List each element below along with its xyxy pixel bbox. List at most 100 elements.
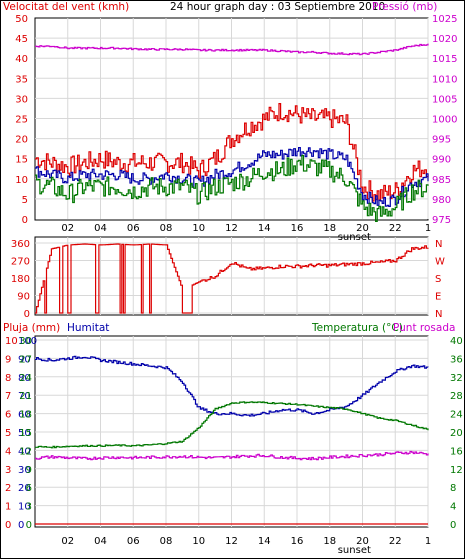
sunset-label: sunset (338, 232, 371, 243)
temp-scale-tick-label: 6 (26, 483, 32, 494)
pressure-line (35, 43, 429, 56)
x-tick-label: 22 (389, 223, 402, 234)
compass-label: W (435, 257, 445, 268)
x-tick-label: 04 (94, 223, 107, 234)
wind-tick-label: 45 (15, 34, 28, 45)
direction-tick-label: 270 (11, 257, 30, 268)
x-tick-label: 06 (127, 536, 140, 547)
pressure-tick-label: 1000 (432, 115, 457, 126)
pressure-tick-label: 1020 (432, 34, 457, 45)
x-tick-label: 08 (160, 223, 173, 234)
x-tick-label: 12 (225, 536, 238, 547)
pressure-tick-label: 995 (432, 135, 451, 146)
pressure-tick-label: 990 (432, 155, 451, 166)
pressure-tick-label: 985 (432, 175, 451, 186)
pressure-tick-label: 980 (432, 195, 451, 206)
wind-tick-label: 35 (15, 74, 28, 85)
wind-tick-label: 5 (22, 195, 28, 206)
temp-scale-tick-label: 3 (26, 502, 32, 513)
temperature-label: Temperatura (°C) (311, 322, 403, 334)
humidity-tick-label: 30 (18, 465, 31, 476)
humidity-line (35, 355, 429, 417)
humidity-tick-label: 70 (18, 391, 31, 402)
temperature-tick-label: 12 (450, 465, 463, 476)
dewpoint-line (35, 450, 429, 461)
temperature-line (35, 401, 429, 449)
pressure-tick-label: 1015 (432, 54, 457, 65)
temp-scale-tick-label: 12 (19, 446, 32, 457)
pressure-tick-label: 1010 (432, 74, 457, 85)
x-tick-label: 04 (94, 536, 107, 547)
x-tick-label: 10 (192, 536, 205, 547)
temperature-tick-label: 24 (450, 410, 463, 421)
rain-label: Pluja (mm) (3, 322, 60, 334)
wind-min-line (35, 154, 429, 222)
wind-tick-label: 15 (15, 155, 28, 166)
x-tick-label: 12 (225, 223, 238, 234)
wind-tick-label: 25 (15, 115, 28, 126)
compass-label: N (435, 309, 442, 320)
humidity-label: Humitat (67, 322, 109, 334)
temperature-tick-label: 36 (450, 354, 463, 365)
x-tick-label: 18 (323, 223, 336, 234)
rain-tick-label: 0 (5, 520, 11, 531)
humidity-tick-label: 20 (18, 483, 31, 494)
dewpoint-label: Punt rosada (393, 322, 455, 334)
direction-tick-label: 180 (11, 274, 30, 285)
sunset-label: sunset (338, 545, 371, 556)
pressure-tick-label: 1025 (432, 14, 457, 25)
temp-scale-tick-label: 30 (19, 336, 32, 347)
temperature-tick-label: 32 (450, 373, 463, 384)
chart-title: 24 hour graph day : 03 Septiembre 2010 (170, 1, 385, 13)
x-tick-label: 02 (61, 223, 74, 234)
humidity-tick-label: 60 (18, 410, 31, 421)
wind-avg-line (35, 147, 429, 207)
wind-tick-label: 10 (15, 175, 28, 186)
wind-label: Velocitat del vent (kmh) (3, 1, 129, 13)
temp-scale-tick-label: 15 (19, 428, 32, 439)
humidity-tick-label: 10 (18, 502, 31, 513)
humidity-tick-label: 40 (18, 446, 31, 457)
x-tick-label: 06 (127, 223, 140, 234)
rain-tick-label: 6 (5, 410, 11, 421)
pressure-tick-label: 1005 (432, 94, 457, 105)
temp-scale-tick-label: 21 (19, 391, 32, 402)
temperature-tick-label: 16 (450, 446, 463, 457)
temperature-tick-label: 40 (450, 336, 463, 347)
x-tick-label: 16 (291, 536, 304, 547)
rain-tick-label: 5 (5, 428, 11, 439)
rain-tick-label: 10 (5, 336, 18, 347)
temperature-tick-label: 20 (450, 428, 463, 439)
humidity-tick-label: 50 (18, 428, 31, 439)
x-tick-label: 02 (61, 536, 74, 547)
x-tick-label: 22 (389, 536, 402, 547)
temperature-tick-label: 8 (450, 483, 456, 494)
pressure-label: Pressió (mb) (372, 1, 437, 13)
x-tick-label: 14 (258, 536, 271, 547)
humidity-tick-label: 0 (18, 520, 24, 531)
compass-label: E (435, 292, 441, 303)
temp-scale-tick-label: 27 (19, 354, 32, 365)
wind-tick-label: 30 (15, 94, 28, 105)
rain-tick-label: 3 (5, 465, 11, 476)
x-tick-label: 10 (192, 223, 205, 234)
x-tick-label: 16 (291, 223, 304, 234)
series-layer (35, 43, 429, 525)
axis-layer: 0510152025303540455097598098599099510001… (5, 14, 463, 531)
compass-label: S (435, 274, 441, 285)
x-tick-label-last: 1 (425, 223, 431, 234)
temp-scale-tick-label: 18 (19, 410, 32, 421)
wind-tick-label: 50 (15, 14, 28, 25)
direction-tick-label: 360 (11, 239, 30, 250)
rain-tick-label: 4 (5, 446, 11, 457)
wind-direction-line (35, 243, 429, 314)
rain-tick-label: 2 (5, 483, 11, 494)
humidity-tick-label: 100 (18, 336, 37, 347)
x-tick-label: 20 (356, 536, 369, 547)
temperature-tick-label: 0 (450, 520, 456, 531)
direction-tick-label: 0 (24, 309, 30, 320)
temperature-tick-label: 28 (450, 391, 463, 402)
temperature-tick-label: 4 (450, 502, 456, 513)
rain-tick-label: 1 (5, 502, 11, 513)
wind-tick-label: 0 (22, 215, 28, 226)
